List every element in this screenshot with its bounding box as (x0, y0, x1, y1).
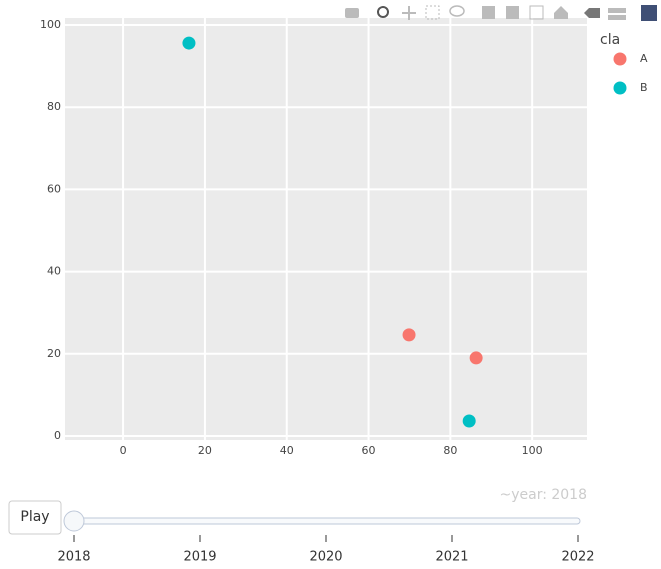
hover-icon[interactable] (608, 8, 626, 20)
slider: 2018 2019 2020 2021 2022 (57, 535, 595, 565)
y-tick-label: 100 (40, 18, 61, 31)
x-tick-label: 60 (362, 444, 376, 457)
y-tick-label: 20 (47, 347, 61, 360)
plotly-logo[interactable] (641, 5, 657, 21)
zoom-icon[interactable] (377, 6, 389, 18)
grid (65, 18, 587, 440)
point (182, 36, 196, 50)
pan-icon[interactable] (402, 6, 416, 20)
x-tick-label: 0 (120, 444, 127, 457)
legend-label[interactable]: A (640, 52, 648, 65)
slider-handle[interactable] (63, 510, 85, 532)
slider-current-label: ~year: 2018 (499, 487, 587, 503)
plot-area (65, 18, 587, 440)
slider-step-label[interactable]: 2019 (183, 550, 216, 565)
slider-step-label[interactable]: 2020 (309, 550, 342, 565)
zoom-in-icon[interactable] (482, 6, 495, 19)
spike-icon[interactable] (584, 8, 600, 18)
y-tick-label: 60 (47, 182, 61, 195)
y-tick-label: 0 (54, 429, 61, 442)
legend-label[interactable]: B (640, 81, 648, 94)
legend-title: cla (600, 32, 620, 48)
home-icon[interactable] (554, 6, 568, 19)
slider-step-label[interactable]: 2021 (435, 550, 468, 565)
camera-icon[interactable] (345, 8, 359, 18)
legend: AB (613, 52, 648, 95)
slider-step-label[interactable]: 2018 (57, 550, 90, 565)
marks (182, 36, 483, 428)
point (402, 328, 416, 342)
play-button[interactable] (8, 500, 62, 535)
select-icon[interactable] (425, 5, 440, 20)
x-tick-label: 20 (198, 444, 212, 457)
zoom-out-icon[interactable] (506, 6, 519, 19)
y-tick-label: 40 (47, 265, 61, 278)
play-button-label[interactable]: Play (20, 509, 49, 525)
lasso-icon[interactable] (449, 5, 465, 17)
modebar (345, 5, 657, 21)
x-tick-label: 100 (522, 444, 543, 457)
slider-track[interactable] (72, 517, 581, 525)
point (462, 414, 476, 428)
x-tick-label: 80 (443, 444, 457, 457)
x-tick-label: 40 (280, 444, 294, 457)
autoscale-icon[interactable] (529, 5, 544, 20)
point (469, 351, 483, 365)
legend-marker[interactable] (613, 81, 627, 95)
y-tick-label: 80 (47, 100, 61, 113)
slider-step-label[interactable]: 2022 (561, 550, 594, 565)
legend-marker[interactable] (613, 52, 627, 66)
